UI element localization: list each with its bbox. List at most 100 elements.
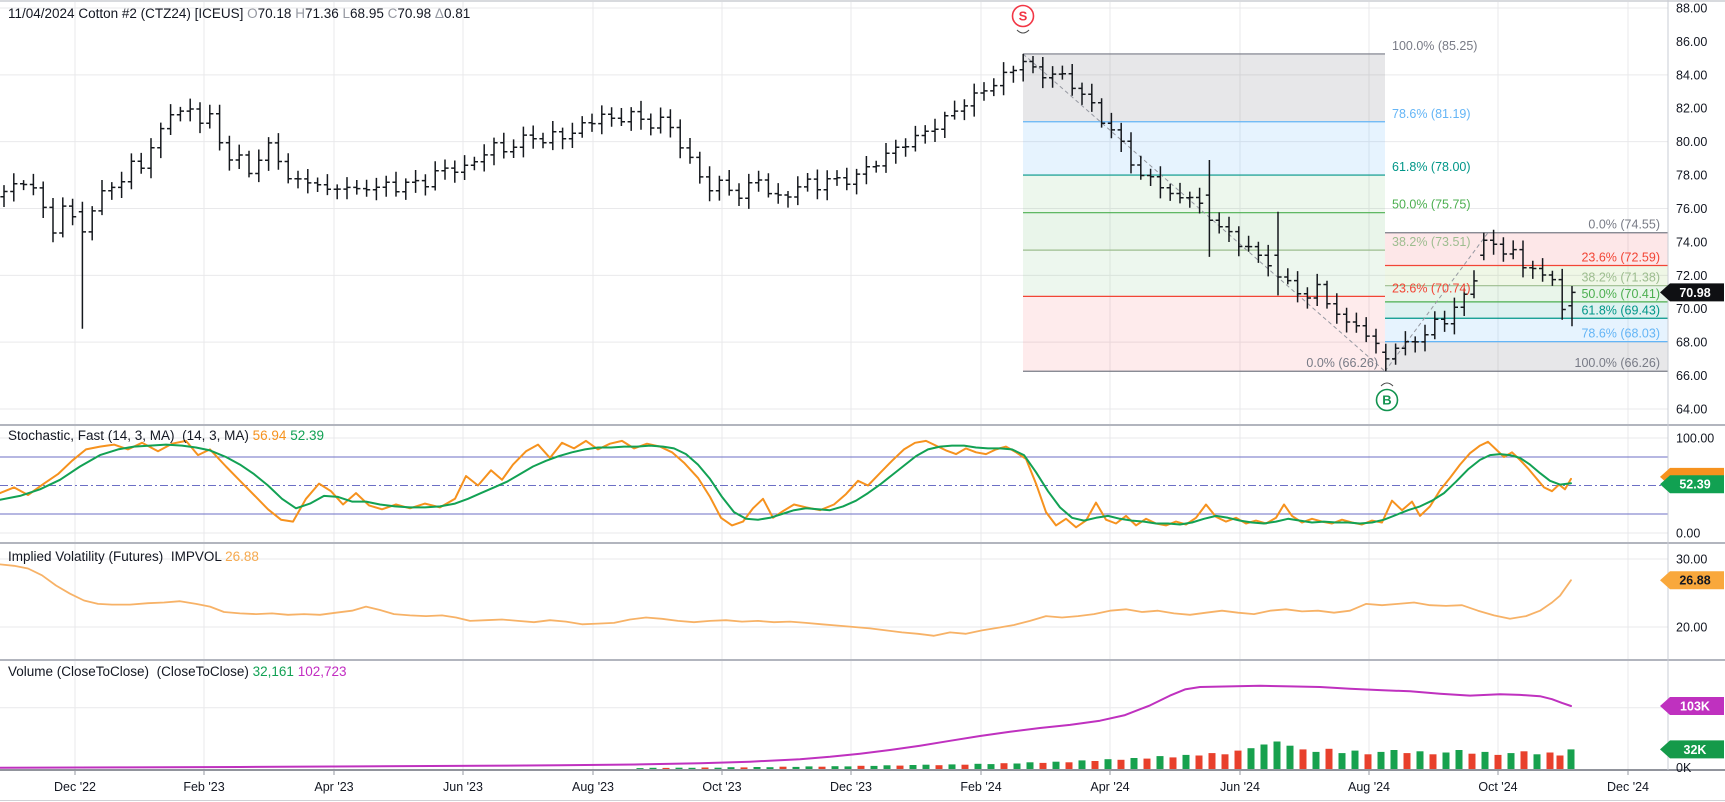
svg-text:78.6% (68.03): 78.6% (68.03): [1581, 327, 1660, 341]
impvol-badge: 26.88: [1660, 571, 1724, 590]
svg-text:52.39: 52.39: [1679, 478, 1710, 492]
svg-text:100.0% (85.25): 100.0% (85.25): [1392, 39, 1477, 53]
impvol-axis[interactable]: 30.00 20.00: [1676, 553, 1707, 635]
svg-text:Apr '24: Apr '24: [1090, 780, 1129, 794]
symbol-ohlc-header: 11/04/2024 Cotton #2 (CTZ24) [ICEUS] O70…: [8, 6, 470, 21]
time-axis[interactable]: Dec '22 Feb '23 Apr '23 Jun '23 Aug '23 Oct '…: [54, 770, 1649, 794]
volume-bars: [636, 741, 1575, 769]
svg-text:Dec '22: Dec '22: [54, 780, 96, 794]
svg-text:Apr '23: Apr '23: [314, 780, 353, 794]
high-label: H: [295, 6, 305, 21]
delta-value: 0.81: [443, 6, 471, 21]
fib-up-labels: 0.0% (74.55) 23.6% (72.59) 38.2% (71.38) 50…: [1575, 218, 1660, 371]
svg-text:32K: 32K: [1684, 743, 1707, 757]
volume-bars-value: 32,161: [252, 664, 294, 679]
stochastic-params: (14, 3, MA): [182, 428, 249, 443]
svg-text:0.0% (74.55): 0.0% (74.55): [1588, 218, 1660, 232]
open-label: O: [247, 6, 258, 21]
fib-retracement-down: [1022, 53, 1386, 372]
stochastic-d-line: [0, 443, 1572, 526]
svg-text:Feb '23: Feb '23: [183, 780, 224, 794]
symbol-title: 11/04/2024 Cotton #2 (CTZ24) [ICEUS]: [8, 6, 244, 21]
sell-marker: [1011, 4, 1035, 34]
svg-text:38.2% (71.38): 38.2% (71.38): [1581, 271, 1660, 285]
stochastic-d-value: 52.39: [290, 428, 324, 443]
volume-line-value: 102,723: [297, 664, 347, 679]
svg-text:Oct '23: Oct '23: [702, 780, 741, 794]
impvol-panel-header: Implied Volatility (Futures) IMPVOL 26.8…: [8, 549, 259, 564]
svg-text:Oct '24: Oct '24: [1478, 780, 1517, 794]
svg-text:70.98: 70.98: [1679, 286, 1710, 300]
fib-down-labels: 100.0% (85.25) 78.6% (81.19) 61.8% (78.00)…: [1306, 39, 1477, 370]
impvol-value: 26.88: [225, 549, 259, 564]
svg-text:86.00: 86.00: [1676, 35, 1707, 49]
svg-text:64.00: 64.00: [1676, 402, 1707, 416]
volume-params: (CloseToClose): [156, 664, 249, 679]
close-label: C: [387, 6, 398, 21]
svg-text:26.88: 26.88: [1679, 574, 1710, 588]
svg-text:78.00: 78.00: [1676, 169, 1707, 183]
price-ohlc-bars: [0, 53, 1576, 372]
svg-text:30.00: 30.00: [1676, 553, 1707, 567]
svg-text:50.0% (75.75): 50.0% (75.75): [1392, 198, 1471, 212]
low-label: L: [342, 6, 351, 21]
svg-text:74.00: 74.00: [1676, 235, 1707, 249]
svg-text:Jun '24: Jun '24: [1220, 780, 1260, 794]
svg-text:0K: 0K: [1676, 761, 1692, 775]
impvol-code: IMPVOL: [170, 549, 222, 564]
volume-bars-badge: 32K: [1660, 740, 1724, 759]
last-price-badge: 70.98: [1660, 283, 1724, 302]
svg-text:61.8% (78.00): 61.8% (78.00): [1392, 160, 1471, 174]
svg-text:80.00: 80.00: [1676, 135, 1707, 149]
svg-text:23.6% (70.74): 23.6% (70.74): [1392, 281, 1471, 295]
close-value: 70.98: [397, 6, 432, 21]
svg-text:68.00: 68.00: [1676, 336, 1707, 350]
svg-text:66.00: 66.00: [1676, 369, 1707, 383]
svg-text:0.0% (66.26): 0.0% (66.26): [1306, 356, 1378, 370]
stochastic-axis[interactable]: 100.00 0.00: [1676, 432, 1714, 541]
svg-text:Dec '23: Dec '23: [830, 780, 872, 794]
buy-marker: [1375, 382, 1399, 412]
svg-text:S: S: [1019, 9, 1028, 24]
stochastic-level-lines: [0, 456, 1668, 515]
svg-text:61.8% (69.43): 61.8% (69.43): [1581, 303, 1660, 317]
svg-text:76.00: 76.00: [1676, 202, 1707, 216]
stochastic-k-value: 56.94: [252, 428, 287, 443]
svg-text:Aug '24: Aug '24: [1348, 780, 1390, 794]
volume-panel-header: Volume (CloseToClose) (CloseToClose) 32,…: [8, 664, 347, 679]
svg-text:84.00: 84.00: [1676, 68, 1707, 82]
svg-text:88.00: 88.00: [1676, 2, 1707, 16]
svg-text:70.00: 70.00: [1676, 302, 1707, 316]
delta-icon: Δ: [434, 6, 444, 21]
open-value: 70.18: [257, 6, 292, 21]
volume-closetoclose-line: [0, 684, 1572, 769]
fib-retracement-up: [1384, 232, 1668, 372]
price-axis[interactable]: 88.00 86.00 84.00 82.00 80.00 78.00 76.00 74.00…: [1676, 2, 1707, 417]
grid: [0, 2, 1668, 770]
impvol-title: Implied Volatility (Futures): [8, 549, 164, 564]
svg-text:78.6% (81.19): 78.6% (81.19): [1392, 107, 1471, 121]
svg-text:0.00: 0.00: [1676, 527, 1700, 541]
svg-text:103K: 103K: [1680, 699, 1710, 713]
svg-text:82.00: 82.00: [1676, 102, 1707, 116]
svg-text:100.0% (66.26): 100.0% (66.26): [1575, 356, 1660, 370]
svg-text:20.00: 20.00: [1676, 621, 1707, 635]
volume-title: Volume (CloseToClose): [8, 664, 150, 679]
volume-line-badge: 103K: [1660, 696, 1724, 715]
svg-text:Aug '23: Aug '23: [572, 780, 614, 794]
svg-text:Feb '24: Feb '24: [960, 780, 1001, 794]
stochastic-title: Stochastic, Fast (14, 3, MA): [8, 428, 175, 443]
svg-text:38.2% (73.51): 38.2% (73.51): [1392, 235, 1471, 249]
svg-text:Dec '24: Dec '24: [1607, 780, 1649, 794]
volume-axis[interactable]: 0K: [1676, 761, 1692, 775]
stochastic-d-badge: 52.39: [1660, 475, 1724, 494]
svg-text:50.0% (70.41): 50.0% (70.41): [1581, 287, 1660, 301]
svg-text:23.6% (72.59): 23.6% (72.59): [1581, 250, 1660, 264]
svg-text:100.00: 100.00: [1676, 432, 1714, 446]
low-value: 68.95: [350, 6, 384, 21]
svg-text:B: B: [1382, 393, 1391, 408]
impvol-line: [0, 563, 1572, 637]
